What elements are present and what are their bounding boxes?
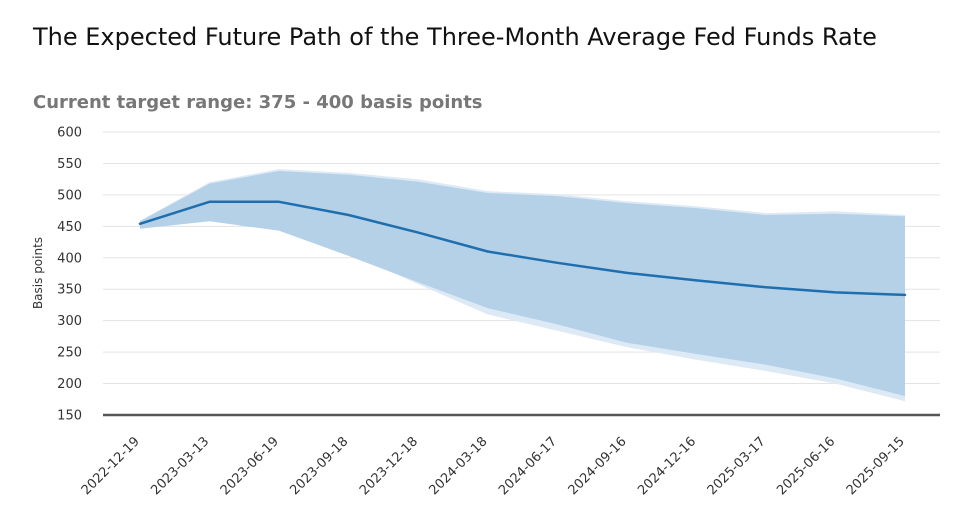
x-tick-label: 2025-06-16: [774, 434, 838, 498]
x-tick-label: 2025-09-15: [844, 434, 908, 498]
x-tick-label: 2025-03-17: [705, 434, 769, 498]
y-tick-label: 200: [57, 377, 82, 392]
y-tick-label: 300: [57, 314, 82, 329]
y-tick-label: 250: [57, 346, 82, 361]
confidence-band-2: [140, 171, 905, 397]
x-tick-label: 2024-12-16: [635, 434, 699, 498]
y-tick-label: 550: [57, 157, 82, 172]
y-tick-label: 350: [57, 283, 82, 298]
chart-title: The Expected Future Path of the Three-Mo…: [33, 23, 877, 51]
x-tick-label: 2024-09-16: [566, 434, 630, 498]
y-tick-label: 450: [57, 220, 82, 235]
y-tick-label: 600: [57, 126, 82, 141]
x-tick-label: 2023-12-18: [357, 434, 421, 498]
x-tick-label: 2024-06-17: [496, 434, 560, 498]
x-tick-label: 2023-03-13: [148, 434, 212, 498]
x-tick-label: 2022-12-19: [79, 434, 143, 498]
x-tick-label: 2023-06-19: [218, 434, 282, 498]
x-tick-label: 2024-03-18: [427, 434, 491, 498]
series-lines: [138, 200, 907, 297]
y-axis-label: Basis points: [31, 237, 45, 309]
x-tick-label: 2023-09-18: [287, 434, 351, 498]
y-tick-labels: 150 200 250 300 350 400 450 500 550 600: [57, 126, 82, 424]
x-tick-labels: 2022-12-19 2023-03-13 2023-06-19 2023-09-18…: [79, 434, 908, 498]
y-tick-label: 500: [57, 188, 82, 203]
y-tick-label: 400: [57, 251, 82, 266]
y-tick-label: 150: [57, 409, 82, 424]
series-line: [138, 200, 907, 297]
confidence-bands: [140, 169, 905, 402]
chart-subtitle: Current target range: 375 - 400 basis po…: [33, 92, 483, 113]
